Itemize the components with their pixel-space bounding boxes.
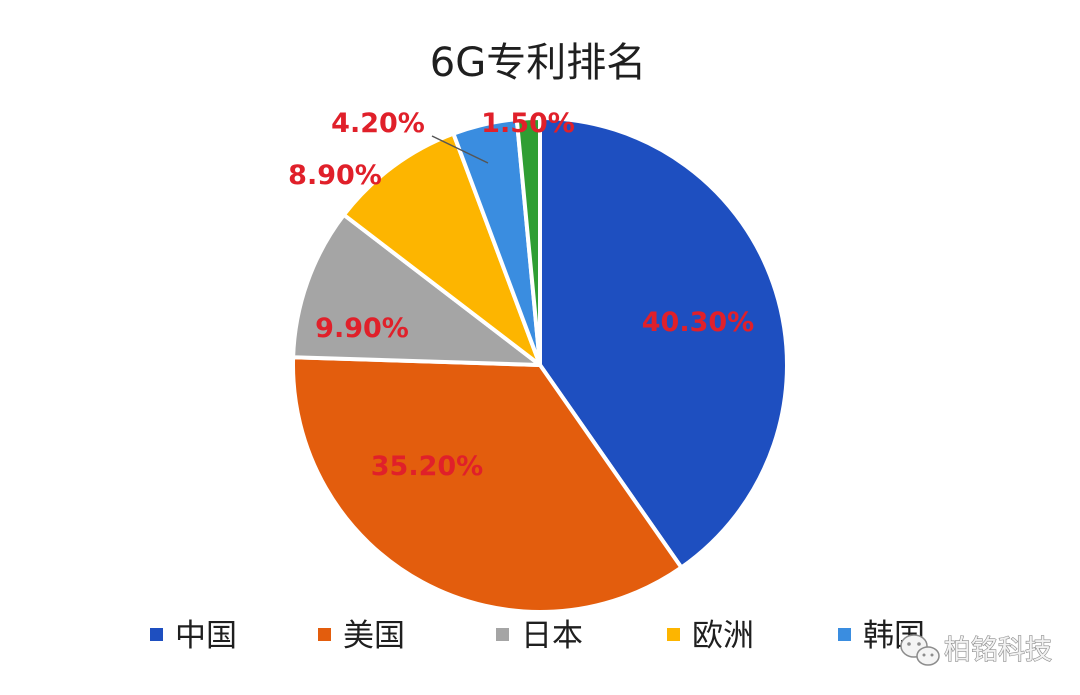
data-label-korea: 4.20% [331, 108, 425, 139]
legend-item-japan: 日本 [496, 618, 583, 654]
legend-swatch-china [150, 628, 163, 641]
legend-swatch-europe [667, 628, 680, 641]
data-label-other: 1.50% [481, 108, 575, 139]
wechat-icon [900, 634, 940, 666]
legend-label-europe: 欧洲 [692, 618, 754, 654]
legend-swatch-usa [318, 628, 331, 641]
data-label-europe: 8.90% [288, 160, 382, 191]
data-label-usa: 35.20% [371, 451, 483, 482]
legend-swatch-korea [838, 628, 851, 641]
watermark-text: 柏铭科技 [944, 635, 1052, 666]
legend-item-china: 中国 [150, 618, 237, 654]
watermark: 柏铭科技 [900, 634, 1053, 667]
legend-item-europe: 欧洲 [667, 618, 754, 654]
data-label-japan: 9.90% [315, 313, 409, 344]
legend-label-usa: 美国 [343, 618, 405, 654]
legend-swatch-japan [496, 628, 509, 641]
legend: 中国 美国 日本 欧洲 韩国 [150, 618, 925, 654]
pie-slice-other [514, 116, 542, 367]
leader-line [431, 135, 489, 164]
data-labels: 40.30% 35.20% 9.90% 8.90% 4.20% 1.50% [288, 108, 754, 482]
legend-item-usa: 美国 [318, 618, 405, 654]
legend-label-china: 中国 [175, 618, 237, 654]
pie-slice-usa [291, 355, 684, 614]
pie-slices [291, 116, 789, 614]
data-label-china: 40.30% [642, 307, 754, 338]
pie-slice-europe [341, 131, 542, 367]
pie-slice-japan [291, 212, 542, 367]
chart-title: 6G专利排名 [430, 40, 646, 86]
pie-slice-china [538, 116, 789, 570]
legend-label-japan: 日本 [521, 618, 583, 654]
